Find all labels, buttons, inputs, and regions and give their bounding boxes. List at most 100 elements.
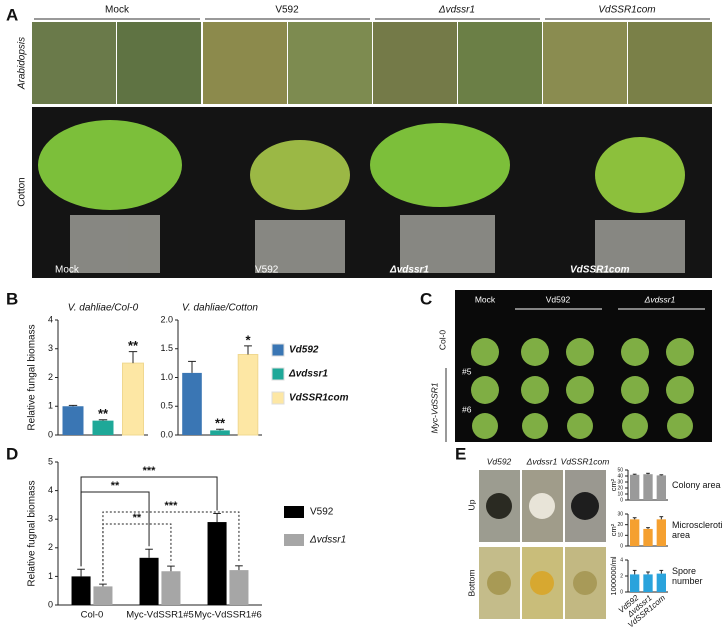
row-label: Col-0 <box>437 330 447 351</box>
bar <box>207 522 227 605</box>
x-tick-label: Col-0 <box>81 610 104 621</box>
y-tick-label: 20 <box>617 485 623 491</box>
significance: ** <box>111 480 120 492</box>
y-tick-label: 40 <box>617 473 623 479</box>
photo <box>373 22 457 104</box>
cotton-label: V592 <box>255 265 279 276</box>
column-header: Mock <box>475 294 496 304</box>
column-header: VdSSR1com <box>561 456 610 466</box>
y-tick-label: 10 <box>617 533 623 539</box>
panel-letter: D <box>6 444 18 463</box>
x-tick-label: Myc-VdSSR1#6 <box>194 610 262 621</box>
bar <box>210 430 230 435</box>
row-label: Up <box>466 499 476 510</box>
y-tick-label: 10 <box>617 491 623 497</box>
significance: *** <box>143 465 157 477</box>
bar <box>656 475 666 500</box>
cotton-plants <box>38 120 685 213</box>
side-label-text: Spore number <box>672 566 703 586</box>
y-tick-label: 0 <box>620 543 623 549</box>
y-tick-label: 30 <box>617 479 623 485</box>
bar <box>182 372 202 435</box>
photo <box>117 22 201 104</box>
y-tick-label: 1 <box>48 571 53 581</box>
column-header: Δvdssr1 <box>644 294 676 304</box>
y-tick-label: 2 <box>48 372 53 382</box>
significance: ** <box>133 512 142 524</box>
y-axis-label: cm² <box>609 478 618 491</box>
bar <box>630 474 640 500</box>
column-header: V592 <box>275 5 299 16</box>
y-tick-label: 0 <box>48 429 53 439</box>
cotton-label: Mock <box>55 265 80 276</box>
y-axis-label: cm² <box>609 523 618 536</box>
plate-photos <box>479 470 606 619</box>
bar <box>643 528 653 546</box>
side-label-text: Colony area <box>672 480 721 490</box>
x-tick-label: Myc-VdSSR1#5 <box>126 610 194 621</box>
bar <box>93 586 113 605</box>
photo <box>32 22 116 104</box>
row-label: #6 <box>462 404 472 414</box>
y-axis-label: 1000000/ml <box>609 556 618 596</box>
panel-letter: B <box>6 289 18 308</box>
column-header: Mock <box>105 5 130 16</box>
legend-swatch <box>284 534 304 546</box>
side-label: Microsclerotia area <box>672 520 722 540</box>
photo <box>543 22 627 104</box>
y-tick-label: 1.0 <box>160 372 173 382</box>
y-tick-label: 5 <box>48 456 53 466</box>
bar <box>92 420 114 435</box>
bar <box>643 474 653 500</box>
y-tick-label: 20 <box>617 522 623 528</box>
significance-bracket <box>102 523 172 582</box>
bar <box>237 354 259 436</box>
bar <box>229 570 249 605</box>
y-tick-label: 4 <box>48 314 53 324</box>
y-tick-label: 50 <box>617 467 623 473</box>
chart-title: V. dahliae/Col-0 <box>68 303 139 314</box>
bar <box>161 571 181 605</box>
bar <box>71 576 91 605</box>
y-axis-label: Relative fungal biomass <box>27 324 38 430</box>
y-tick-label: 0 <box>620 589 623 595</box>
bar <box>630 519 640 546</box>
photo <box>458 22 542 104</box>
y-tick-label: 0 <box>620 497 623 503</box>
bar <box>630 574 640 592</box>
legend-swatch <box>271 343 285 357</box>
photo <box>288 22 372 104</box>
legend-swatch <box>271 367 285 381</box>
legend-label: V592 <box>310 507 334 518</box>
y-tick-label: 3 <box>48 343 53 353</box>
bar <box>656 573 666 592</box>
significance-bracket <box>80 491 150 567</box>
y-tick-label: 3 <box>48 514 53 524</box>
panel-letter: E <box>455 444 466 463</box>
column-header: Δvdssr1 <box>438 5 475 16</box>
y-axis-label: Relative fugnal biomass <box>27 480 38 586</box>
y-tick-label: 30 <box>617 511 623 517</box>
legend-label: Vd592 <box>289 345 319 356</box>
bar <box>139 557 159 605</box>
legend-label: VdSSR1com <box>289 393 349 404</box>
photo <box>628 22 712 104</box>
bar <box>122 362 144 436</box>
significance: * <box>245 332 251 347</box>
cotton-pots <box>70 215 685 273</box>
bar <box>656 519 666 546</box>
legend-swatch <box>284 506 304 518</box>
y-tick-label: 2 <box>48 542 53 552</box>
significance-bracket <box>80 476 218 567</box>
legend-swatch <box>271 391 285 405</box>
y-tick-label: 1 <box>48 401 53 411</box>
y-tick-label: 1.5 <box>160 343 173 353</box>
side-label-text: Microsclerotia area <box>672 520 722 540</box>
significance: ** <box>215 416 226 431</box>
side-label: Colony area <box>672 480 721 490</box>
panel-letter: A <box>6 5 18 24</box>
y-tick-label: 4 <box>48 485 53 495</box>
row-label: #5 <box>462 366 472 376</box>
photo <box>203 22 287 104</box>
